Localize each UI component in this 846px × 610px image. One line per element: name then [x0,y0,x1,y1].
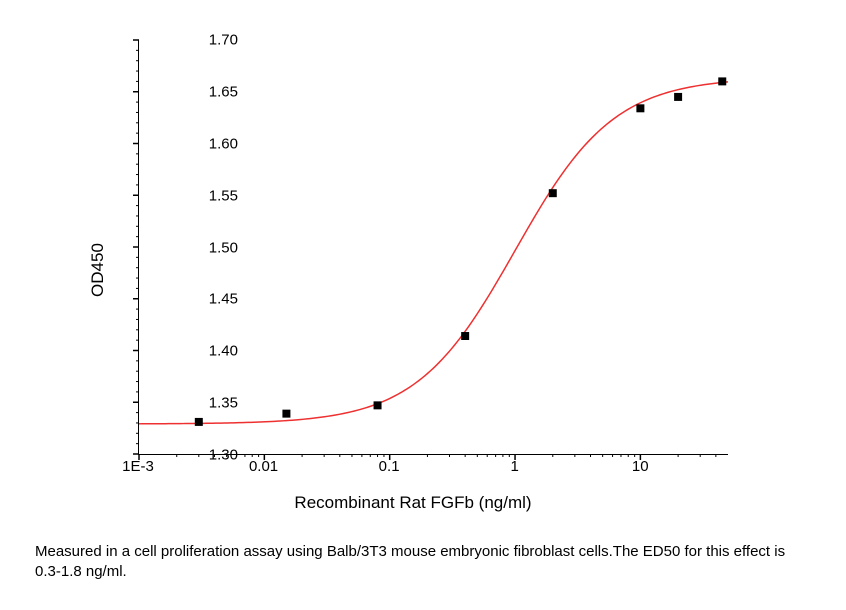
chart-container: OD450 Recombinant Rat FGFb (ng/ml) 1.30 1… [63,25,763,515]
y-tick-label: 1.50 [209,239,238,256]
x-tick-label: 1 [511,458,519,475]
y-tick-label: 1.70 [209,32,238,49]
x-tick-label: 0.01 [249,458,278,475]
data-point [195,418,202,425]
data-point [549,190,556,197]
data-point [462,333,469,340]
data-point [637,105,644,112]
data-point [719,78,726,85]
y-tick-label: 1.55 [209,187,238,204]
data-point [675,93,682,100]
x-axis-label: Recombinant Rat FGFb (ng/ml) [294,493,531,513]
y-tick-label: 1.35 [209,395,238,412]
y-tick-label: 1.40 [209,343,238,360]
y-tick-label: 1.30 [209,447,238,464]
x-tick-label: 0.1 [379,458,400,475]
data-point [374,402,381,409]
y-tick-label: 1.45 [209,291,238,308]
y-axis-label: OD450 [88,243,108,297]
y-tick-label: 1.60 [209,135,238,152]
y-tick-label: 1.65 [209,83,238,100]
chart-caption: Measured in a cell proliferation assay u… [35,542,796,583]
x-tick-label: 1E-3 [122,458,154,475]
data-point [283,410,290,417]
x-tick-label: 10 [632,458,649,475]
